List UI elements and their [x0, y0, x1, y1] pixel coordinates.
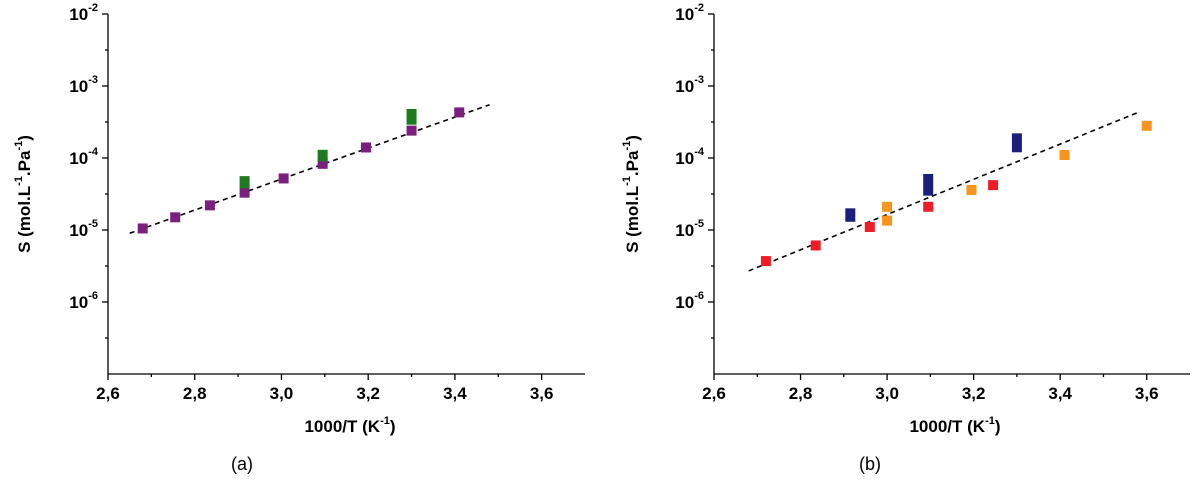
data-point — [454, 107, 465, 118]
series-0 — [760, 180, 999, 267]
x-tick-label: 3,2 — [962, 384, 986, 403]
x-tick-label: 3,4 — [1048, 384, 1072, 403]
data-point — [966, 184, 977, 195]
x-axis-title: 1000/T (K-1) — [304, 415, 395, 436]
x-tick-label: 3,6 — [530, 384, 554, 403]
data-point — [239, 176, 250, 189]
series-2 — [845, 133, 1022, 222]
y-tick-label: 10-2 — [69, 2, 98, 24]
y-tick-label: 10-3 — [69, 74, 98, 96]
chart-caption: (b) — [859, 454, 881, 474]
chart-caption: (a) — [231, 454, 253, 474]
x-tick-label: 2,8 — [789, 384, 813, 403]
x-tick-label: 3,2 — [356, 384, 380, 403]
data-point — [988, 180, 999, 191]
x-tick-label: 3,0 — [875, 384, 899, 403]
data-point — [810, 240, 821, 251]
y-tick-label: 10-3 — [675, 74, 704, 96]
x-tick-label: 2,6 — [96, 384, 120, 403]
data-point — [1141, 120, 1152, 131]
data-point — [406, 125, 417, 136]
x-tick-label: 3,0 — [270, 384, 294, 403]
data-point — [882, 201, 893, 212]
y-tick-label: 10-6 — [675, 290, 704, 312]
fit-line — [748, 111, 1139, 272]
fit-line — [129, 103, 490, 235]
data-point — [317, 149, 328, 162]
chart-b: 10-6 10-5 10-4 10-3 10-2 2,6 2,8 3,0 3,2 3,4 3,6 10… — [621, 2, 1190, 474]
data-point — [760, 256, 771, 267]
y-tick-label: 10-4 — [69, 146, 99, 168]
data-point — [170, 212, 181, 223]
y-tick-label: 10-4 — [675, 146, 705, 168]
x-tick-label: 3,6 — [1135, 384, 1159, 403]
data-point — [1059, 150, 1070, 161]
data-point — [864, 222, 875, 233]
y-tick-label: 10-5 — [675, 218, 704, 240]
data-point — [317, 158, 328, 169]
data-point — [1011, 133, 1022, 153]
y-tick-label: 10-6 — [69, 290, 98, 312]
series-1 — [882, 120, 1152, 226]
data-point — [406, 108, 417, 125]
series-0 — [137, 107, 465, 234]
x-tick-label: 3,4 — [443, 384, 467, 403]
y-tick-label: 10-5 — [69, 218, 98, 240]
chart-a: 10-6 10-5 10-4 10-3 10-2 2,6 2,8 3,0 3,2 3,4 3,6 10… — [13, 2, 585, 474]
data-point — [845, 208, 856, 222]
series-1 — [239, 108, 417, 189]
x-axis-title: 1000/T (K-1) — [909, 415, 1000, 436]
y-axis-title: S (mol.L-1.Pa-1) — [621, 135, 642, 253]
data-point — [923, 173, 934, 196]
data-point — [923, 201, 934, 212]
data-point — [239, 187, 250, 198]
data-point — [204, 200, 215, 211]
x-tick-label: 2,8 — [183, 384, 207, 403]
data-point — [882, 215, 893, 226]
data-point — [361, 142, 372, 153]
y-tick-label: 10-2 — [675, 2, 704, 24]
data-point — [137, 223, 148, 234]
x-tick-label: 2,6 — [702, 384, 726, 403]
data-point — [278, 173, 289, 184]
y-axis-title: S (mol.L-1.Pa-1) — [13, 135, 34, 253]
